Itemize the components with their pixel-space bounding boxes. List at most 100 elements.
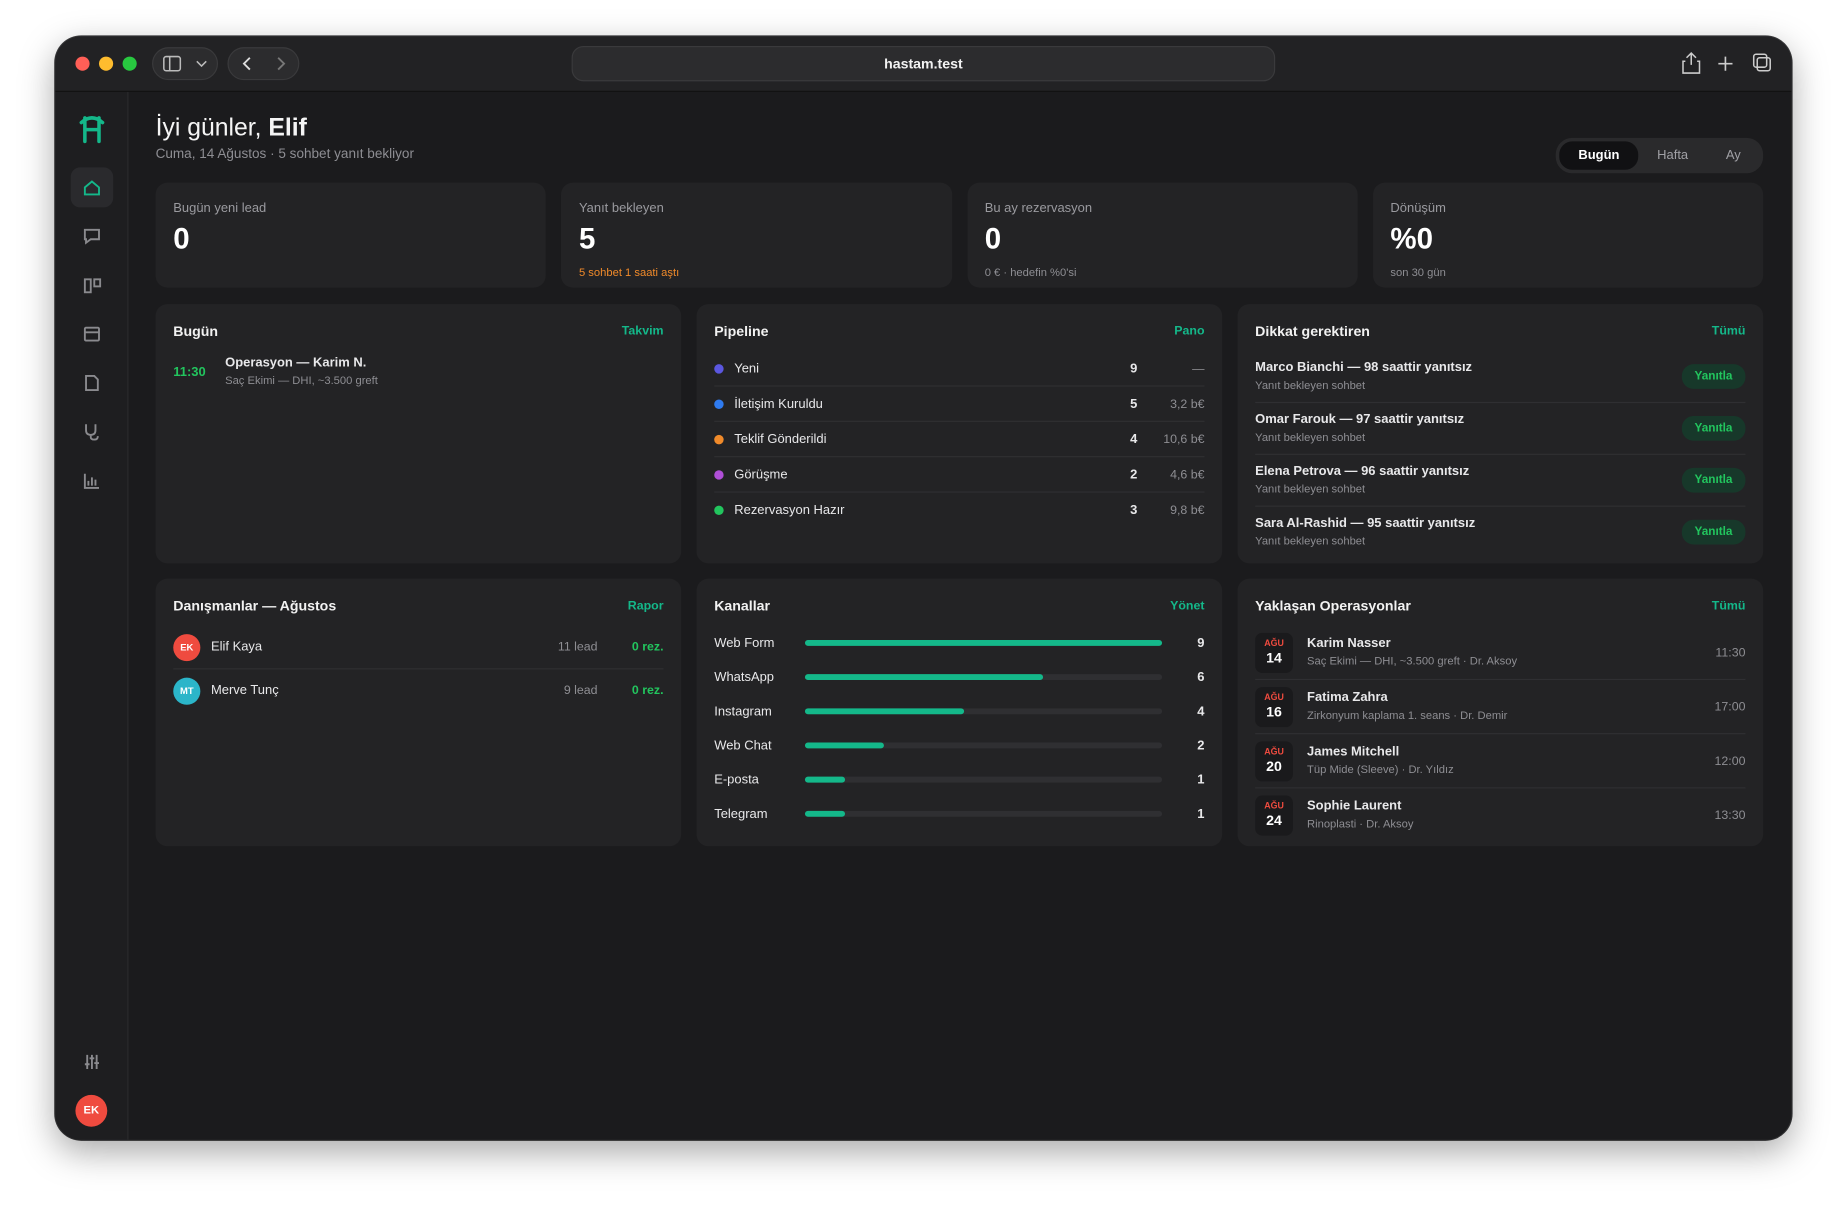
- toolbar-actions[interactable]: [1672, 47, 1778, 80]
- nav-arrows: [242, 57, 286, 71]
- nav-clinic[interactable]: [71, 411, 113, 451]
- date-month: AĞU: [1264, 691, 1284, 702]
- card-title: Danışmanlar — Ağustos: [173, 597, 337, 615]
- today-card: Bugün Takvim 11:30 Operasyon — Karim N. Saç …: [155, 304, 682, 564]
- nav-reports[interactable]: [71, 461, 113, 501]
- minimize-button[interactable]: [98, 56, 114, 71]
- range-tab[interactable]: Ay: [1725, 148, 1741, 163]
- channel-value: 4: [1197, 704, 1205, 719]
- zoom-button[interactable]: [122, 56, 137, 71]
- operation-detail: Zirkonyum kaplama 1. seans · Dr. Demir: [1307, 709, 1508, 723]
- nav-home[interactable]: [70, 167, 114, 208]
- stage-amount: —: [1192, 361, 1205, 376]
- stage-amount: 3,2 b€: [1170, 396, 1205, 411]
- stat-value: 0: [173, 222, 190, 256]
- address-bar[interactable]: hastam.test: [571, 45, 1276, 82]
- pipeline-stage[interactable]: İletişim Kuruldu 5 3,2 b€: [714, 387, 1205, 422]
- pipeline-stage[interactable]: Teklif Gönderildi 4 10,6 b€: [714, 422, 1205, 458]
- consultant-reservations: 0 rez.: [631, 683, 664, 698]
- stage-count: 9: [1130, 361, 1138, 376]
- card-link[interactable]: Rapor: [627, 598, 664, 613]
- operation[interactable]: AĞU 20 James Mitchell Tüp Mide (Sleeve) · D…: [1255, 734, 1746, 789]
- nav-settings[interactable]: [71, 1042, 113, 1082]
- card-link[interactable]: Takvim: [621, 324, 664, 339]
- reply-button[interactable]: Yanıtla: [1681, 467, 1746, 493]
- close-button[interactable]: [75, 56, 90, 71]
- attention-detail: Yanıt bekleyen sohbet: [1255, 431, 1366, 445]
- channel-value: 2: [1197, 738, 1205, 753]
- nav-buttons[interactable]: [227, 47, 300, 81]
- main-content: İyi günler, Elif Cuma, 14 Ağustos · 5 so…: [155, 110, 1764, 847]
- stat-label: Bu ay rezervasyon: [984, 201, 1093, 216]
- stage-name: İletişim Kuruldu: [734, 396, 823, 411]
- stage-name: Rezervasyon Hazır: [734, 502, 845, 517]
- stage-name: Görüşme: [734, 467, 788, 482]
- operation[interactable]: AĞU 24 Sophie Laurent Rinoplasti · Dr. Akso…: [1255, 788, 1745, 841]
- user-avatar[interactable]: EK: [75, 1094, 108, 1127]
- channel-track: [804, 776, 1163, 783]
- channel-name: Instagram: [714, 704, 772, 719]
- date-month: AĞU: [1264, 637, 1284, 648]
- pipeline-stage[interactable]: Görüşme 2 4,6 b€: [714, 457, 1205, 493]
- sidebar-toggle[interactable]: [152, 47, 219, 81]
- consultant-leads: 11 lead: [557, 639, 598, 655]
- nav-board[interactable]: [71, 265, 113, 305]
- stat-card: Dönüşüm %0 son 30 gün: [1372, 182, 1764, 288]
- reply-button[interactable]: Yanıtla: [1681, 519, 1746, 545]
- reply-button[interactable]: Yanıtla: [1681, 416, 1746, 441]
- browser-toolbar: hastam.test: [55, 36, 1792, 92]
- attention-title: Marco Bianchi — 98 saattir yanıtsız: [1255, 360, 1473, 375]
- channel-track: [804, 810, 1163, 817]
- stat-note: 5 sohbet 1 saati aştı: [578, 266, 680, 280]
- operation[interactable]: AĞU 16 Fatima Zahra Zirkonyum kaplama 1. se…: [1255, 680, 1746, 735]
- stage-count: 2: [1130, 467, 1138, 482]
- range-tab[interactable]: Bugün: [1559, 141, 1639, 170]
- operation-time: 12:00: [1714, 753, 1746, 768]
- channel-track: [804, 639, 1163, 646]
- nav-documents[interactable]: [71, 363, 113, 403]
- pipeline-stage[interactable]: Rezervasyon Hazır 3 9,8 b€: [714, 493, 1204, 527]
- date-badge: AĞU 14: [1255, 632, 1293, 673]
- stat-label: Bugün yeni lead: [173, 201, 267, 216]
- channel-value: 9: [1197, 635, 1205, 650]
- operation-time: 13:30: [1714, 807, 1746, 823]
- event[interactable]: 11:30 Operasyon — Karim N. Saç Ekimi — DHI…: [173, 351, 663, 392]
- date-day: 14: [1266, 648, 1282, 666]
- card-title: Bugün: [173, 322, 219, 340]
- date-badge: AĞU 16: [1255, 686, 1293, 727]
- stat-value: 5: [578, 222, 596, 256]
- sidebar-icon: [163, 55, 207, 72]
- stage-count: 3: [1130, 502, 1138, 517]
- date-day: 20: [1266, 757, 1282, 774]
- nav-calendar[interactable]: [71, 313, 113, 353]
- consultant-leads: 9 lead: [563, 683, 598, 698]
- pipeline-stage[interactable]: Yeni 9 —: [714, 351, 1205, 387]
- card-link[interactable]: Pano: [1174, 324, 1205, 339]
- stage-count: 4: [1130, 431, 1138, 447]
- card-header: Danışmanlar — Ağustos Rapor: [173, 598, 663, 614]
- stat-card: Bu ay rezervasyon 0 0 € · hedefin %0'si: [967, 182, 1358, 288]
- stat-label: Yanıt bekleyen: [578, 201, 664, 216]
- event-time: 11:30: [173, 365, 206, 380]
- channel-bar: [804, 742, 885, 749]
- attention-title: Omar Farouk — 97 saattir yanıtsız: [1255, 412, 1465, 427]
- attention-item: Elena Petrova — 96 saattir yanıtsız Yanıt…: [1255, 455, 1746, 507]
- attention-detail: Yanıt bekleyen sohbet: [1255, 379, 1366, 393]
- channels-card: Kanallar Yönet Web Form 9 WhatsApp 6 Instagram…: [696, 578, 1223, 847]
- operation[interactable]: AĞU 14 Karim Nasser Saç Ekimi — DHI, ~3.500…: [1255, 626, 1746, 681]
- operation-body: Fatima Zahra Zirkonyum kaplama 1. seans ·…: [1307, 691, 1714, 723]
- stat-value: 0: [984, 222, 1002, 256]
- card-link[interactable]: Tümü: [1711, 598, 1746, 613]
- event-title: Operasyon — Karim N.: [225, 355, 367, 371]
- range-tab[interactable]: Hafta: [1657, 148, 1689, 163]
- nav-chat[interactable]: [71, 216, 113, 256]
- card-link[interactable]: Tümü: [1711, 324, 1746, 339]
- stage-name: Teklif Gönderildi: [734, 431, 827, 447]
- reply-button[interactable]: Yanıtla: [1681, 364, 1746, 389]
- consultant: MT Merve Tunç 9 lead 0 rez.: [173, 669, 664, 711]
- card-link[interactable]: Yönet: [1170, 598, 1205, 613]
- channel-value: 1: [1197, 806, 1205, 821]
- channel-name: Web Form: [714, 635, 775, 650]
- operation-name: Sophie Laurent: [1307, 799, 1402, 814]
